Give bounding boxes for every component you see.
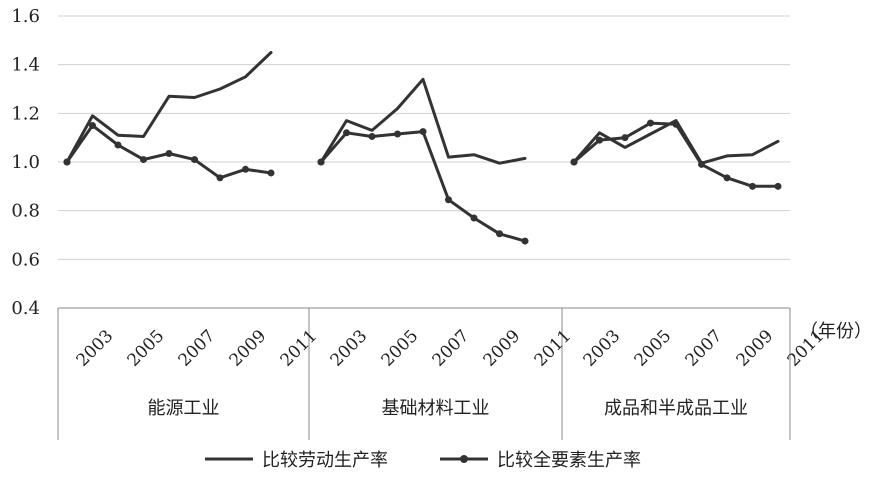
gridlines (57, 15, 791, 440)
legend-marker (460, 455, 468, 463)
data-point (570, 158, 578, 166)
data-point (596, 136, 603, 144)
group-label: 成品和半成品工业 (604, 398, 748, 419)
data-point (672, 120, 680, 128)
legend-label: 比较劳动生产率 (262, 450, 388, 471)
y-tick-label: 1.2 (11, 103, 40, 124)
x-tick-label: 2005 (378, 326, 423, 371)
y-tick-label: 0.8 (11, 201, 40, 222)
x-tick-label: 2007 (429, 326, 474, 371)
legend: 比较劳动生产率 比较全要素生产率 (205, 450, 641, 471)
series-line-labor (319, 77, 527, 165)
data-point (63, 158, 71, 166)
group-labels: 能源工业 基础材料工业 成品和半成品工业 (148, 398, 749, 419)
y-axis-ticks: 0.4 0.6 0.8 1.0 1.2 1.4 1.6 (11, 6, 40, 319)
x-tick-label: 2003 (73, 326, 118, 371)
y-tick-label: 1.4 (11, 55, 40, 76)
legend-label: 比较全要素生产率 (497, 450, 641, 471)
x-tick-label: 2009 (480, 326, 525, 371)
data-point (216, 174, 224, 182)
y-tick-label: 1.6 (11, 6, 40, 27)
group-label: 基础材料工业 (382, 398, 490, 419)
data-point (394, 130, 401, 138)
data-point (89, 122, 96, 129)
x-tick-label: 2003 (327, 326, 372, 371)
x-tick-label: 2007 (682, 326, 727, 371)
series-line-labor (572, 119, 780, 165)
data-point (723, 174, 731, 182)
data-point (419, 128, 427, 136)
x-axis-ticks: 2003 2005 2007 2009 2011 2003 2005 2007 2009 2011… (73, 326, 829, 371)
data-point (140, 156, 147, 164)
y-tick-label: 0.4 (11, 298, 40, 319)
data-point (165, 149, 173, 157)
data-point (774, 182, 782, 190)
y-tick-label: 1.0 (11, 152, 40, 173)
series-lines (63, 51, 782, 245)
data-point (114, 141, 122, 149)
series-line-tfp (319, 130, 527, 243)
data-point (267, 169, 275, 177)
data-point (368, 132, 376, 140)
x-tick-label: 2003 (580, 326, 625, 371)
x-tick-label: 2007 (175, 326, 220, 371)
x-tick-label: 2005 (631, 326, 676, 371)
data-point (242, 165, 249, 173)
x-tick-label: 2011 (277, 326, 322, 371)
data-point (621, 134, 629, 142)
data-point (749, 182, 756, 190)
group-label: 能源工业 (148, 398, 220, 419)
y-tick-label: 0.6 (11, 249, 40, 270)
data-point (521, 237, 529, 245)
x-unit-label: （年份） (800, 321, 872, 342)
data-point (445, 196, 452, 204)
data-point (496, 230, 503, 238)
x-tick-label: 2009 (226, 326, 271, 371)
x-tick-label: 2009 (733, 326, 778, 371)
data-point (343, 129, 350, 137)
data-point (317, 158, 325, 166)
data-point (470, 214, 478, 222)
x-tick-label: 2005 (124, 326, 169, 371)
series-line-labor (65, 51, 273, 164)
data-point (698, 160, 705, 168)
data-point (647, 119, 654, 127)
data-point (191, 156, 198, 164)
x-tick-label: 2011 (531, 326, 576, 371)
